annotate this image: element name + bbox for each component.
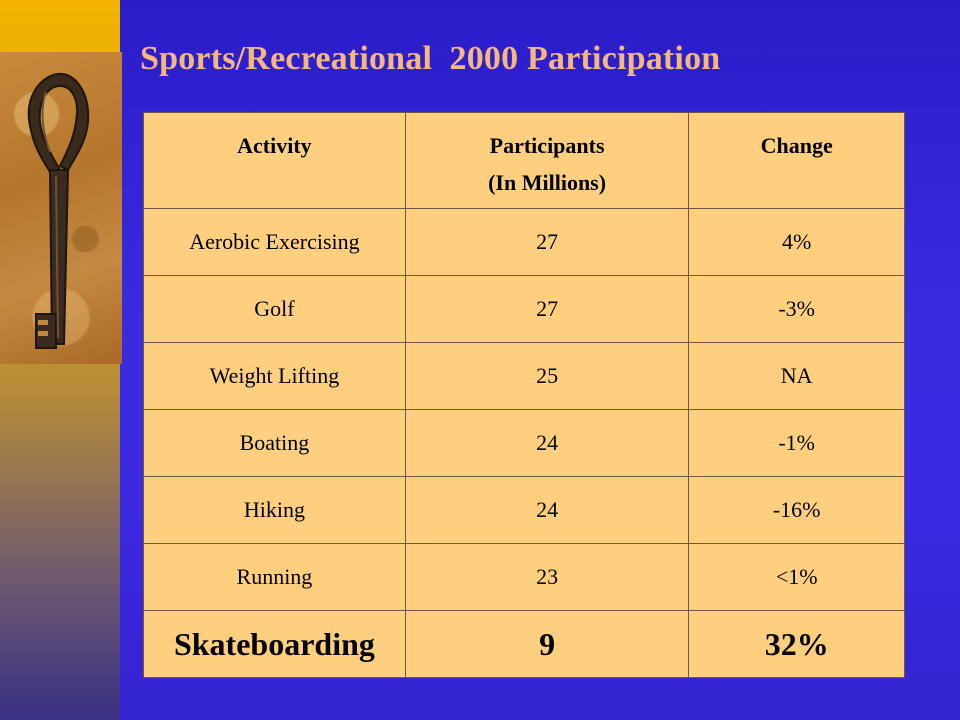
key-icon	[27, 72, 90, 349]
cell-change: -16%	[688, 476, 905, 544]
cell-change: 4%	[688, 208, 905, 276]
header-activity: Activity	[143, 112, 406, 209]
cell-activity: Golf	[143, 275, 406, 343]
cell-activity: Hiking	[143, 476, 406, 544]
cell-change: NA	[688, 342, 905, 410]
slide-title: Sports/Recreational 2000 Participation	[140, 40, 721, 77]
old-key-photo	[0, 52, 122, 364]
participation-table: Activity Participants (In Millions) Chan…	[143, 112, 905, 678]
header-participants: Participants (In Millions)	[404, 112, 690, 209]
cell-participants: 27	[404, 208, 690, 276]
cell-participants: 9	[404, 610, 690, 678]
table-row: Hiking 24 -16%	[143, 476, 905, 544]
cell-participants: 24	[404, 476, 690, 544]
header-participants-line2: (In Millions)	[488, 170, 607, 195]
cell-activity: Aerobic Exercising	[143, 208, 406, 276]
header-change: Change	[688, 112, 905, 209]
cell-change: <1%	[688, 543, 905, 611]
cell-participants: 23	[404, 543, 690, 611]
table-header-row: Activity Participants (In Millions) Chan…	[143, 112, 905, 209]
table-row: Weight Lifting 25 NA	[143, 342, 905, 410]
cell-participants: 25	[404, 342, 690, 410]
cell-participants: 24	[404, 409, 690, 477]
cell-activity: Weight Lifting	[143, 342, 406, 410]
cell-change: 32%	[688, 610, 905, 678]
table-row-highlight: Skateboarding 9 32%	[143, 610, 905, 678]
table-row: Boating 24 -1%	[143, 409, 905, 477]
header-participants-line1: Participants	[489, 133, 605, 158]
cell-participants: 27	[404, 275, 690, 343]
table-row: Aerobic Exercising 27 4%	[143, 208, 905, 276]
table-row: Running 23 <1%	[143, 543, 905, 611]
cell-change: -1%	[688, 409, 905, 477]
cell-activity: Boating	[143, 409, 406, 477]
table-row: Golf 27 -3%	[143, 275, 905, 343]
cell-change: -3%	[688, 275, 905, 343]
cell-activity: Running	[143, 543, 406, 611]
cell-activity: Skateboarding	[143, 610, 406, 678]
